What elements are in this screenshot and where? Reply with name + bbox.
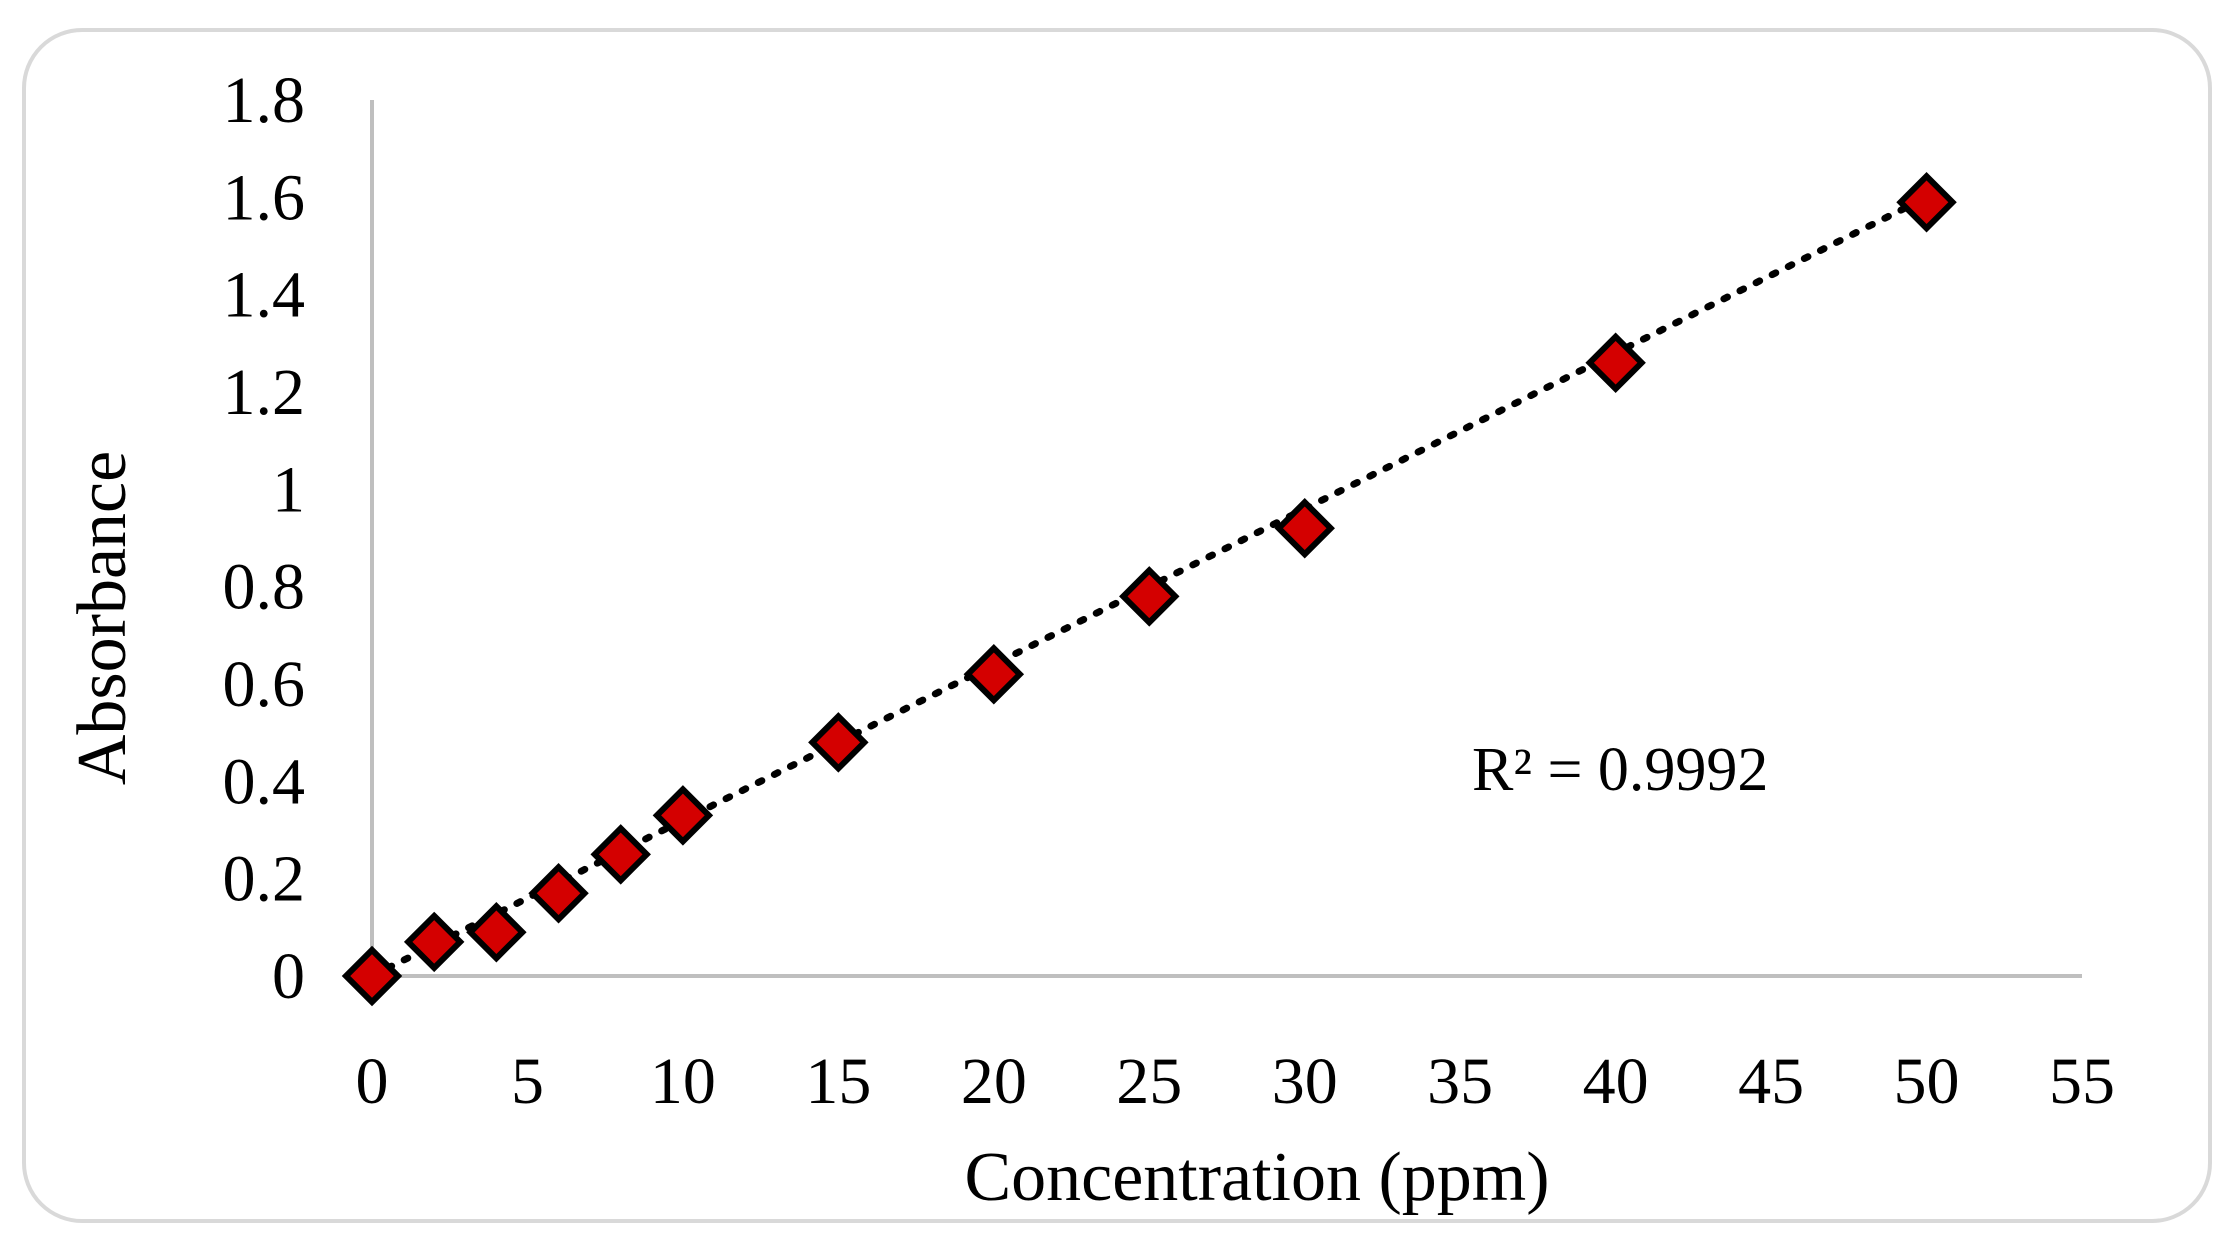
y-tick-label: 1 — [272, 453, 305, 526]
data-point — [1119, 566, 1180, 627]
x-tick-label: 50 — [1894, 1045, 1960, 1118]
x-tick-label: 45 — [1738, 1045, 1804, 1118]
data-point — [1274, 498, 1335, 559]
x-tick-labels: 0 5 10 15 20 25 30 35 40 45 50 55 — [356, 1045, 2116, 1118]
y-tick-label: 0 — [272, 940, 305, 1013]
y-tick-label: 1.2 — [223, 356, 306, 429]
y-tick-label: 1.4 — [223, 259, 306, 332]
data-point — [1585, 332, 1646, 394]
x-axis-title: Concentration (ppm) — [964, 1139, 1549, 1216]
y-tick-label: 0.4 — [223, 745, 306, 818]
x-tick-label: 5 — [511, 1045, 544, 1118]
data-point — [403, 911, 465, 973]
chart-frame — [22, 28, 2212, 1223]
y-tick-label: 0.2 — [223, 843, 306, 916]
y-tick-label: 1.8 — [223, 64, 306, 137]
x-tick-label: 35 — [1427, 1045, 1493, 1118]
r-squared-label: R² = 0.9992 — [1472, 736, 1768, 804]
x-tick-label: 55 — [2049, 1045, 2115, 1118]
y-axis-title: Absorbance — [64, 451, 141, 785]
data-point — [528, 863, 589, 924]
data-point — [1896, 171, 1957, 233]
x-tick-label: 25 — [1116, 1045, 1182, 1118]
data-point — [808, 712, 869, 773]
data-point — [466, 901, 527, 963]
y-tick-labels: 0 0.2 0.4 0.6 0.8 1 1.2 1.4 1.6 1.8 — [223, 64, 306, 1013]
data-point — [963, 644, 1025, 705]
data-point — [652, 785, 714, 846]
y-tick-label: 0.8 — [223, 551, 306, 624]
data-point — [590, 824, 651, 885]
data-point — [341, 945, 403, 1007]
data-points — [341, 171, 1957, 1007]
x-tick-label: 20 — [961, 1045, 1027, 1118]
x-tick-label: 0 — [356, 1045, 389, 1118]
x-tick-label: 30 — [1272, 1045, 1338, 1118]
x-tick-label: 15 — [805, 1045, 871, 1118]
x-tick-label: 40 — [1583, 1045, 1649, 1118]
y-tick-label: 1.6 — [223, 161, 306, 234]
y-tick-label: 0.6 — [223, 648, 306, 721]
x-tick-label: 10 — [650, 1045, 716, 1118]
